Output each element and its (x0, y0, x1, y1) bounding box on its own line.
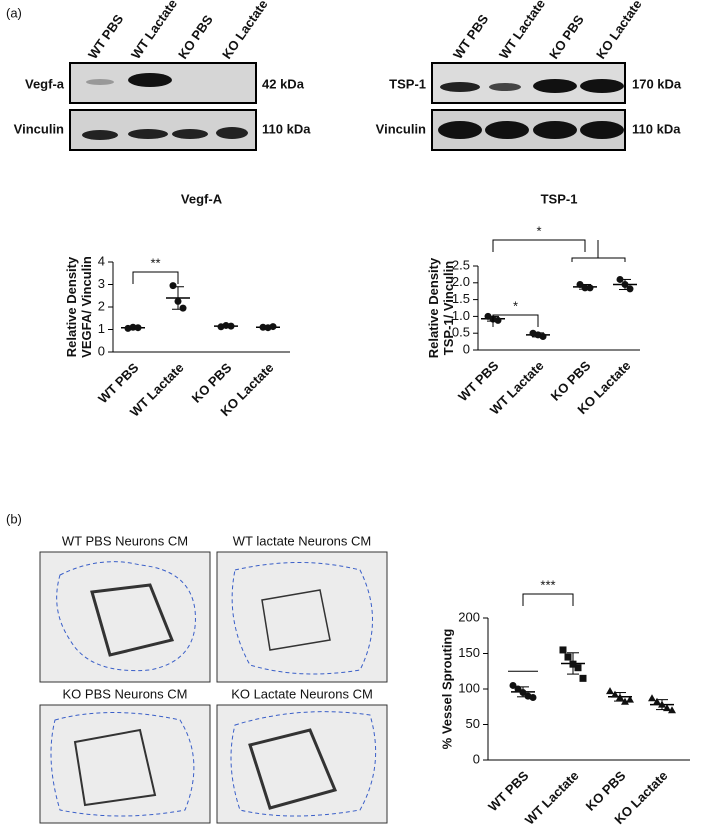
chart-title: Vegf-A (181, 191, 223, 206)
significance-label: * (536, 223, 541, 238)
blot (69, 62, 626, 151)
protein-label: Vegf-a (25, 76, 65, 91)
data-point (529, 694, 537, 702)
data-point (259, 323, 267, 331)
y-tick-label: 150 (458, 645, 480, 660)
y-tick-label: 200 (458, 609, 480, 624)
group-bracket (571, 240, 626, 262)
data-point (179, 304, 187, 312)
chart-title: TSP-1 (541, 191, 578, 206)
significance-bracket (492, 239, 586, 252)
data-point (586, 284, 594, 292)
y-axis-label: Relative Density (64, 256, 79, 357)
data-point (616, 275, 624, 283)
data-point (539, 333, 547, 341)
data-point (576, 280, 584, 288)
y-tick-label: 2.0 (452, 274, 470, 289)
micrographs (39, 551, 388, 824)
lane-label: KO Lactate (593, 0, 645, 62)
y-axis-label: VEGFA/ Vinculin (79, 256, 94, 358)
lane-label: KO PBS (175, 12, 216, 62)
lane-label: WT Lactate (128, 0, 180, 62)
image-caption: WT lactate Neurons CM (233, 533, 371, 548)
y-tick-label: 2.5 (452, 257, 470, 272)
y-tick-label: 0 (473, 751, 480, 766)
y-tick-label: 0 (463, 341, 470, 356)
data-point (626, 695, 634, 703)
data-point (134, 324, 142, 332)
y-axis-label: Relative Density (426, 257, 441, 358)
lane-label: WT PBS (85, 11, 126, 61)
y-tick-label: 0 (98, 343, 105, 358)
data-point (606, 687, 614, 695)
y-tick-label: 2 (98, 298, 105, 313)
y-axis-label: TSP-1/ Vinculin (441, 261, 456, 355)
data-point (626, 285, 634, 293)
x-tick-label: WT Lactate (522, 768, 582, 828)
data-point (648, 694, 656, 702)
vessel-outline (50, 561, 377, 817)
explant (73, 583, 338, 810)
significance-bracket (132, 271, 179, 284)
data-point (564, 653, 572, 661)
y-tick-label: 4 (98, 253, 105, 268)
data-point (494, 316, 502, 324)
data-point (611, 690, 619, 698)
data-point (574, 664, 582, 672)
data-point (621, 280, 629, 288)
x-tick-label: WT PBS (95, 360, 142, 407)
data-point (581, 284, 589, 292)
data-point (559, 646, 567, 654)
lane-label: WT PBS (450, 11, 491, 61)
x-tick-label: WT PBS (455, 358, 502, 405)
significance-label: ** (150, 255, 160, 270)
size-label: 170 kDa (632, 76, 682, 91)
data-point (169, 282, 177, 290)
data-point (269, 323, 277, 331)
y-axis-label: % Vessel Sprouting (439, 629, 454, 750)
data-point (227, 322, 235, 330)
data-point (579, 674, 587, 682)
size-label: 42 kDa (262, 76, 305, 91)
panel-label: (b) (6, 511, 22, 526)
lane-label: KO PBS (546, 12, 587, 62)
data-point (174, 297, 182, 305)
protein-label: Vinculin (14, 121, 64, 136)
data-point (509, 681, 517, 689)
lane-label: WT Lactate (496, 0, 548, 62)
significance-bracket (492, 314, 539, 327)
protein-label: TSP-1 (389, 76, 426, 91)
size-label: 110 kDa (262, 121, 311, 136)
y-tick-label: 3 (98, 276, 105, 291)
data-point (663, 704, 671, 712)
data-point (668, 706, 676, 714)
data-point (621, 697, 629, 705)
y-tick-label: 1.0 (452, 308, 470, 323)
y-tick-label: 100 (458, 680, 480, 695)
y-tick-label: 1 (98, 321, 105, 336)
data-point (616, 693, 624, 701)
image-caption: KO Lactate Neurons CM (231, 686, 373, 701)
data-point (569, 660, 577, 668)
image-caption: KO PBS Neurons CM (63, 686, 188, 701)
y-tick-label: 50 (466, 716, 480, 731)
lane-label: KO Lactate (219, 0, 271, 62)
y-tick-label: 1.5 (452, 291, 470, 306)
data-point (519, 689, 527, 697)
x-tick-label: WT PBS (485, 768, 532, 815)
data-point (514, 685, 522, 693)
y-tick-label: 0.5 (452, 325, 470, 340)
protein-label: Vinculin (376, 121, 426, 136)
significance-label: * (513, 298, 518, 313)
data-point (129, 323, 137, 331)
image-caption: WT PBS Neurons CM (62, 533, 188, 548)
data-point (658, 700, 666, 708)
significance-bracket (522, 593, 574, 606)
significance-label: *** (540, 577, 555, 592)
data-point (653, 697, 661, 705)
panel-label: (a) (6, 5, 22, 20)
size-label: 110 kDa (632, 121, 681, 136)
